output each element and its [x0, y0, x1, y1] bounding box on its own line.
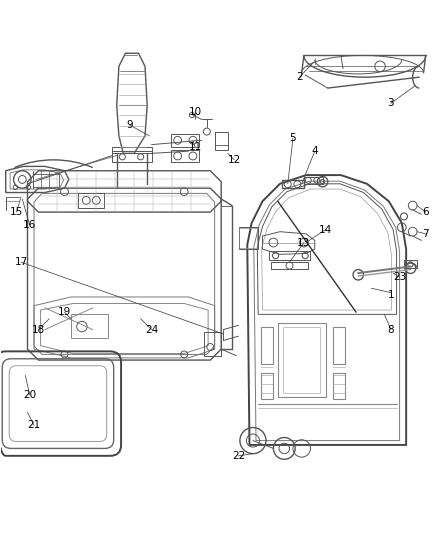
Text: 11: 11 [188, 142, 201, 152]
Bar [261, 373, 273, 399]
Text: 12: 12 [228, 155, 241, 165]
Bar [71, 314, 108, 338]
Text: 20: 20 [23, 390, 36, 400]
Bar [333, 373, 345, 399]
Text: 15: 15 [10, 207, 23, 217]
Text: 4: 4 [311, 146, 318, 156]
Text: 1: 1 [388, 290, 394, 300]
Bar [240, 228, 257, 248]
Text: 3: 3 [388, 98, 394, 108]
Bar [113, 151, 152, 162]
Bar [78, 192, 104, 208]
Bar [171, 150, 199, 162]
Bar [239, 228, 258, 249]
Text: 9: 9 [127, 120, 133, 130]
Text: 24: 24 [145, 325, 158, 335]
Text: 5: 5 [290, 133, 296, 143]
Text: 8: 8 [388, 325, 394, 335]
Bar [113, 147, 152, 154]
Text: 2: 2 [296, 72, 303, 82]
Bar [333, 327, 345, 365]
Bar [283, 327, 320, 393]
Bar [33, 174, 59, 187]
Text: 13: 13 [297, 238, 311, 247]
Bar [269, 251, 311, 260]
Bar [171, 134, 199, 147]
Text: 10: 10 [188, 107, 201, 117]
Bar [204, 332, 221, 356]
Bar [278, 323, 325, 397]
Text: 16: 16 [23, 220, 36, 230]
Bar [404, 261, 417, 268]
Bar [215, 133, 228, 150]
Text: 23: 23 [393, 272, 406, 282]
Bar [282, 180, 304, 188]
Text: 19: 19 [58, 307, 71, 317]
Text: 6: 6 [422, 207, 429, 217]
Text: 21: 21 [28, 421, 41, 430]
Text: 22: 22 [232, 451, 245, 461]
Text: 17: 17 [14, 257, 28, 267]
Bar [261, 327, 273, 365]
Text: 14: 14 [319, 224, 332, 235]
Text: 7: 7 [422, 229, 429, 239]
Text: 18: 18 [32, 325, 45, 335]
Bar [304, 177, 323, 184]
